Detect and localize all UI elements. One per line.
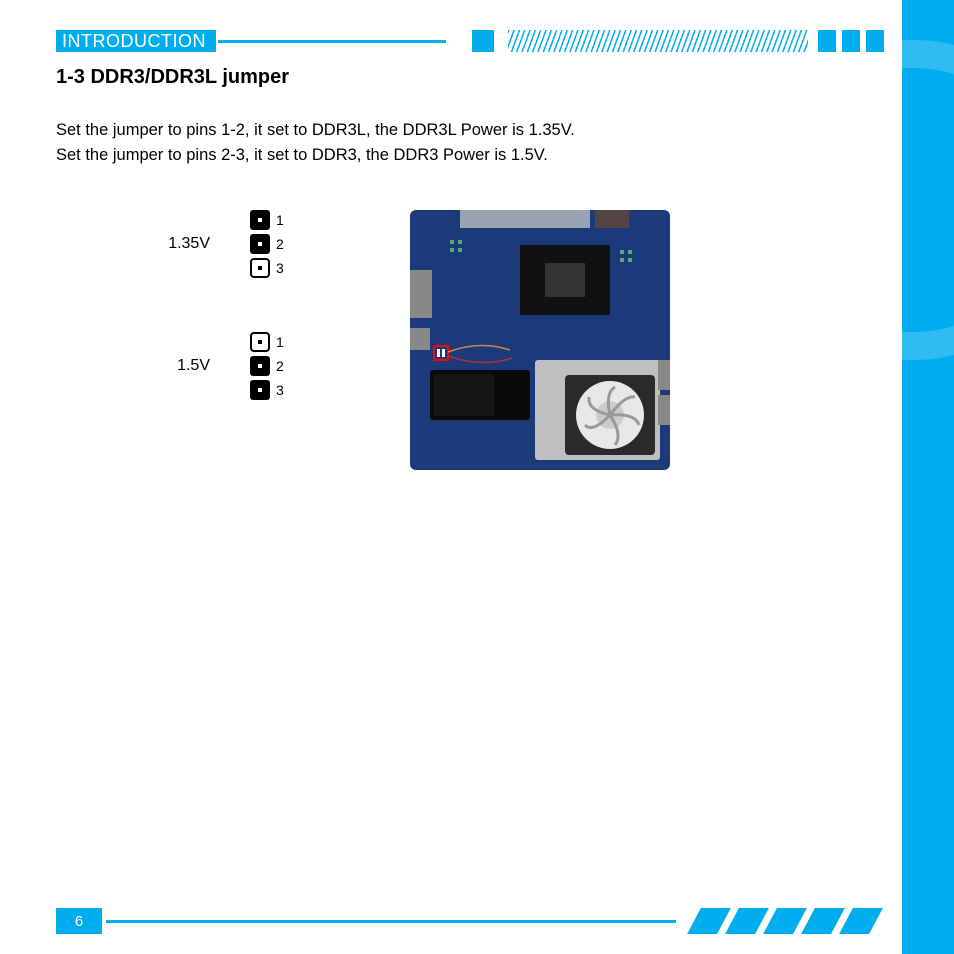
header-hatching — [508, 30, 808, 52]
pin-3 — [250, 380, 270, 400]
page-number: 6 — [56, 908, 102, 934]
jumper-group-1-5v: 1.5V 1 2 3 — [130, 330, 284, 402]
pin-num: 1 — [276, 212, 284, 228]
pin-2 — [250, 356, 270, 376]
header-title: INTRODUCTION — [56, 30, 216, 52]
pin-1 — [250, 210, 270, 230]
right-side-band — [902, 0, 954, 954]
jumper-pins: 1 2 3 — [250, 208, 284, 280]
body-line-1: Set the jumper to pins 1-2, it set to DD… — [56, 118, 575, 143]
pin-num: 2 — [276, 236, 284, 252]
pin-1 — [250, 332, 270, 352]
decorative-arc — [754, 40, 954, 360]
jumper-diagrams: 1.35V 1 2 3 1.5V 1 2 — [130, 208, 284, 452]
pin-3 — [250, 258, 270, 278]
header-end-blocks — [818, 30, 884, 52]
footer-rule — [106, 920, 676, 923]
pin-num: 2 — [276, 358, 284, 374]
page-header: INTRODUCTION — [56, 30, 884, 52]
pin-num: 3 — [276, 260, 284, 276]
pin-2 — [250, 234, 270, 254]
jumper-pins: 1 2 3 — [250, 330, 284, 402]
body-text: Set the jumper to pins 1-2, it set to DD… — [56, 118, 575, 168]
page-footer: 6 — [56, 908, 884, 934]
motherboard-image — [400, 200, 680, 480]
footer-slashes — [694, 908, 884, 934]
pin-num: 3 — [276, 382, 284, 398]
pin-num: 1 — [276, 334, 284, 350]
jumper-label: 1.35V — [130, 235, 210, 253]
header-block — [472, 30, 494, 52]
jumper-group-1-35v: 1.35V 1 2 3 — [130, 208, 284, 280]
header-rule — [218, 40, 446, 43]
jumper-label: 1.5V — [130, 357, 210, 375]
body-line-2: Set the jumper to pins 2-3, it set to DD… — [56, 143, 575, 168]
section-heading: 1-3 DDR3/DDR3L jumper — [56, 66, 289, 89]
